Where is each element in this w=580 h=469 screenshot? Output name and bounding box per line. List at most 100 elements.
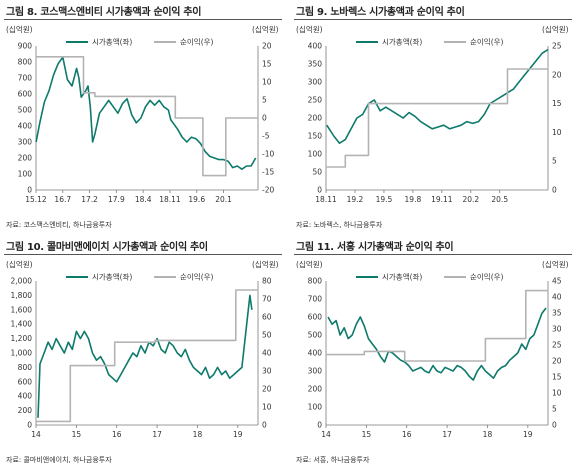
y-right-tick: 20 bbox=[552, 357, 562, 366]
series-line-net-income bbox=[36, 289, 258, 423]
y-right-tick: 20 bbox=[262, 42, 272, 51]
y-right-tick: 15 bbox=[552, 99, 562, 108]
x-tick: 17.2 bbox=[81, 195, 98, 204]
legend-label: 시가총액(좌) bbox=[382, 272, 422, 282]
y-right-tick: 5 bbox=[262, 96, 267, 105]
y-left-tick: 900 bbox=[18, 42, 33, 51]
y-right-tick: 45 bbox=[552, 277, 562, 286]
y-left-tick: 700 bbox=[308, 295, 323, 304]
chart-title: 그림 11. 서흥 시가총액과 순이익 추이 bbox=[296, 242, 454, 253]
x-tick: 14 bbox=[31, 430, 41, 439]
y-left-tick: 300 bbox=[308, 367, 323, 376]
y-left-tick: 800 bbox=[308, 277, 323, 286]
y-left-tick: 300 bbox=[308, 78, 323, 87]
y-left-unit: (십억원) bbox=[6, 25, 33, 34]
y-left-tick: 100 bbox=[18, 170, 33, 179]
y-right-unit: (십억원) bbox=[542, 260, 569, 269]
series-line-net-income bbox=[326, 289, 548, 362]
legend-label: 시가총액(좌) bbox=[382, 37, 422, 47]
y-left-tick: 200 bbox=[308, 385, 323, 394]
y-right-unit: (십억원) bbox=[252, 25, 279, 34]
y-left-tick: 400 bbox=[18, 122, 33, 131]
y-left-tick: 200 bbox=[18, 154, 33, 163]
source-note: 자료: 코스맥스엔비티, 하나금융투자 bbox=[6, 221, 112, 229]
y-right-tick: -5 bbox=[262, 132, 270, 141]
x-tick: 19.8 bbox=[405, 195, 422, 204]
y-right-tick: -15 bbox=[262, 168, 274, 177]
y-right-tick: 80 bbox=[262, 277, 272, 286]
x-tick: 16.7 bbox=[54, 195, 71, 204]
y-right-tick: 70 bbox=[262, 295, 272, 304]
y-right-tick: 20 bbox=[552, 70, 562, 79]
y-left-tick: 500 bbox=[308, 331, 323, 340]
source-note: 자료: 콜마비앤에이치, 하나금융투자 bbox=[6, 456, 112, 464]
x-tick: 19 bbox=[523, 430, 533, 439]
y-left-tick: 200 bbox=[308, 114, 323, 123]
x-tick: 18.11 bbox=[315, 195, 337, 204]
legend-label: 시가총액(좌) bbox=[92, 272, 132, 282]
y-left-tick: 1,400 bbox=[11, 320, 33, 329]
y-right-tick: 35 bbox=[552, 309, 562, 318]
y-right-tick: 0 bbox=[262, 114, 267, 123]
y-left-tick: 400 bbox=[18, 392, 33, 401]
y-left-unit: (십억원) bbox=[6, 260, 33, 269]
y-left-tick: 600 bbox=[18, 90, 33, 99]
y-left-tick: 100 bbox=[308, 403, 323, 412]
title-rule bbox=[294, 19, 572, 20]
y-left-tick: 0 bbox=[317, 421, 322, 430]
x-tick: 20.1 bbox=[215, 195, 232, 204]
y-left-tick: 600 bbox=[18, 377, 33, 386]
y-left-tick: 400 bbox=[308, 349, 323, 358]
legend-label: 순이익(우) bbox=[180, 272, 214, 282]
series-line-market-cap bbox=[326, 48, 549, 144]
x-tick: 15 bbox=[362, 430, 372, 439]
y-left-tick: 50 bbox=[312, 168, 322, 177]
x-tick: 18 bbox=[193, 430, 203, 439]
y-right-tick: 5 bbox=[552, 405, 557, 414]
title-rule bbox=[294, 254, 572, 255]
series-line-market-cap bbox=[35, 56, 257, 170]
y-left-tick: 0 bbox=[27, 421, 32, 430]
x-tick: 17 bbox=[442, 430, 452, 439]
y-left-tick: 0 bbox=[27, 186, 32, 195]
y-left-tick: 700 bbox=[18, 74, 33, 83]
y-left-tick: 350 bbox=[308, 60, 323, 69]
x-tick: 16 bbox=[402, 430, 412, 439]
y-right-tick: 0 bbox=[552, 421, 557, 430]
x-tick: 18.11 bbox=[159, 195, 181, 204]
y-right-tick: 60 bbox=[262, 313, 272, 322]
y-left-tick: 0 bbox=[317, 186, 322, 195]
y-right-tick: 20 bbox=[262, 385, 272, 394]
chart-9: (십억원) (십억원) 0 50 100 150 200 250 300 350 400 0 5 10 15… bbox=[296, 25, 569, 204]
y-right-tick: 5 bbox=[552, 157, 557, 166]
x-tick: 18.4 bbox=[135, 195, 152, 204]
y-right-tick: 50 bbox=[262, 331, 272, 340]
y-right-tick: 30 bbox=[552, 325, 562, 334]
legend-label: 순이익(우) bbox=[180, 37, 214, 47]
chart-title: 그림 10. 콜마비앤에이치 시가총액과 순이익 추이 bbox=[6, 242, 208, 253]
y-left-tick: 500 bbox=[18, 106, 33, 115]
y-right-tick: 40 bbox=[262, 349, 272, 358]
panel-11: 그림 11. 서흥 시가총액과 순이익 추이 (십억원) (십억원) 0 100 200… bbox=[290, 235, 580, 469]
x-tick: 19.5 bbox=[376, 195, 393, 204]
y-right-tick: 0 bbox=[262, 421, 267, 430]
y-left-tick: 1,600 bbox=[11, 305, 33, 314]
title-rule bbox=[4, 19, 282, 20]
x-tick: 19.11 bbox=[431, 195, 453, 204]
chart-11: (십억원) (십억원) 0 100 200 300 400 500 600 700 800 0 5 10 1… bbox=[296, 260, 569, 439]
source-note: 자료: 서흥, 하나금융투자 bbox=[296, 456, 370, 464]
y-left-tick: 600 bbox=[308, 313, 323, 322]
y-right-tick: -20 bbox=[262, 186, 274, 195]
chart-8: (십억원) (십억원)0100200300400500600700800900-2… bbox=[6, 25, 279, 204]
y-right-unit: (십억원) bbox=[542, 25, 569, 34]
y-left-unit: (십억원) bbox=[296, 260, 323, 269]
y-left-tick: 1,200 bbox=[11, 334, 33, 343]
x-tick: 15.12 bbox=[25, 195, 47, 204]
x-tick: 17 bbox=[152, 430, 162, 439]
y-left-tick: 250 bbox=[308, 96, 323, 105]
y-left-tick: 300 bbox=[18, 138, 33, 147]
x-tick: 18 bbox=[483, 430, 493, 439]
x-tick: 16 bbox=[112, 430, 122, 439]
y-right-tick: 25 bbox=[552, 341, 562, 350]
x-tick: 15 bbox=[72, 430, 82, 439]
